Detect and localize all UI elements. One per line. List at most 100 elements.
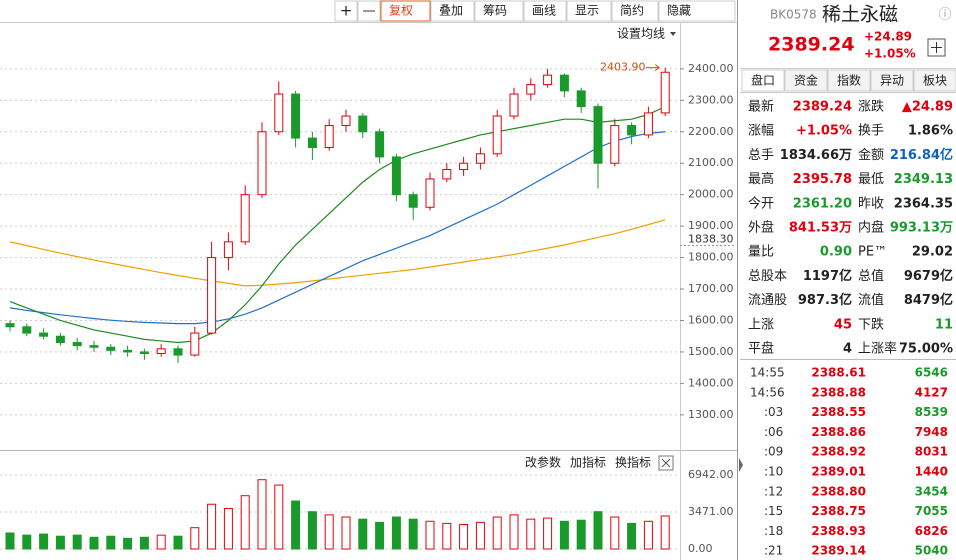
tick-volume: 1440 xyxy=(915,465,948,479)
zoom-in-icon: + xyxy=(340,2,353,20)
volume-bar xyxy=(576,519,586,550)
row-value: 216.84亿 xyxy=(890,147,953,163)
candle-body xyxy=(39,332,49,337)
y-tick-label: 3471.00 xyxy=(688,505,734,518)
y-tick-label: 2400.00 xyxy=(688,62,734,75)
toolbar-button[interactable] xyxy=(611,0,659,22)
candle-body xyxy=(358,115,368,133)
volume-bar xyxy=(509,514,519,550)
volume-bar xyxy=(257,479,267,550)
row-value: 29.02 xyxy=(912,245,953,260)
tick-time: 14:55 xyxy=(750,366,785,380)
ma-line xyxy=(9,219,666,287)
high-arrow xyxy=(646,64,661,72)
volume-bar xyxy=(39,533,49,550)
candle-body xyxy=(240,194,250,243)
toolbar-button[interactable] xyxy=(523,0,567,22)
toolbar-button[interactable] xyxy=(380,0,431,22)
volume-bar xyxy=(341,516,351,550)
dropdown-icon xyxy=(670,32,676,36)
row-key: 上涨 xyxy=(748,317,774,332)
ma-settings[interactable]: 设置均线 xyxy=(617,27,665,41)
y-tick-label: 2000.00 xyxy=(688,188,734,201)
candle-body xyxy=(459,162,469,171)
row-key: 换手 xyxy=(858,124,884,139)
tick-time: :09 xyxy=(764,445,783,459)
panel-tab[interactable] xyxy=(741,69,785,92)
info-icon[interactable]: ⓘ xyxy=(938,8,951,23)
tick-volume: 3454 xyxy=(915,484,948,498)
candle-body xyxy=(291,93,301,139)
indicator-button[interactable]: 改参数 xyxy=(525,455,561,470)
toolbar-label: 叠加 xyxy=(439,4,463,18)
candle-body xyxy=(307,137,317,148)
tick-volume: 7948 xyxy=(915,425,948,439)
toolbar-label: 复权 xyxy=(389,4,413,18)
tick-price: 2389.01 xyxy=(811,465,866,479)
panel-toggle[interactable] xyxy=(739,458,743,472)
row-value: 841.53万 xyxy=(789,221,852,236)
row-value: 75.00% xyxy=(899,342,953,357)
volume-bar xyxy=(425,520,435,550)
candle-body xyxy=(123,349,133,353)
row-value: 0.90 xyxy=(820,245,852,260)
candle-body xyxy=(425,178,435,208)
candle-body xyxy=(475,153,485,164)
volume-bar xyxy=(643,520,653,550)
row-value: 9679亿 xyxy=(904,268,953,284)
panel-tab[interactable] xyxy=(870,69,914,92)
volume-bar xyxy=(123,537,133,550)
candle-body xyxy=(643,112,653,136)
candle-body xyxy=(593,106,603,164)
row-value: 2389.24 xyxy=(793,100,852,115)
y-tick-label: 1400.00 xyxy=(688,376,734,389)
candle-body xyxy=(5,323,15,328)
row-value: 1197亿 xyxy=(803,268,852,284)
tick-volume: 8539 xyxy=(915,405,948,419)
panel-tab[interactable] xyxy=(913,69,956,92)
toolbar-label: 筹码 xyxy=(483,4,507,18)
tick-price: 2388.86 xyxy=(811,425,866,439)
tick-price: 2388.93 xyxy=(811,524,866,538)
volume-bar xyxy=(106,535,116,550)
row-key: 涨跌 xyxy=(858,99,884,115)
y-tick-label: 2200.00 xyxy=(688,125,734,138)
volume-bar xyxy=(526,518,536,550)
volume-bar xyxy=(156,534,166,550)
toolbar-button[interactable] xyxy=(474,0,524,22)
toolbar-button[interactable] xyxy=(658,0,736,22)
high-label: 2403.90 xyxy=(600,61,646,74)
zoom-in-button[interactable] xyxy=(334,0,358,22)
candle-body xyxy=(207,257,217,334)
y-tick-label: 1500.00 xyxy=(688,345,734,358)
indicator-button[interactable]: 换指标 xyxy=(615,455,651,470)
tick-time: :18 xyxy=(764,524,783,538)
crosshair-label: 1838.30 xyxy=(688,233,734,246)
volume-bar xyxy=(391,516,401,550)
row-key: 外盘 xyxy=(748,220,774,236)
toolbar-button[interactable] xyxy=(430,0,475,22)
candle-body xyxy=(324,124,334,148)
panel-code: BK0578 xyxy=(770,8,817,22)
candle-body xyxy=(55,335,65,344)
row-value: 2349.13 xyxy=(894,172,953,187)
candle-body xyxy=(106,346,116,351)
toolbar-button[interactable] xyxy=(566,0,612,22)
panel-tab-label: 资金 xyxy=(794,73,818,88)
indicator-button[interactable]: 加指标 xyxy=(570,455,606,470)
row-value: 1.86% xyxy=(908,124,953,139)
row-key: PE™ xyxy=(858,245,887,260)
panel-tab-label: 指数 xyxy=(837,73,861,88)
volume-bar xyxy=(475,521,485,550)
candle-body xyxy=(274,93,284,133)
row-key: 最新 xyxy=(748,99,774,115)
row-value: ▲24.89 xyxy=(902,100,953,115)
tick-volume: 6826 xyxy=(915,524,948,538)
tick-time: 14:56 xyxy=(750,385,785,399)
panel-tab[interactable] xyxy=(827,69,871,92)
row-value: 2395.78 xyxy=(793,172,852,187)
panel-tab[interactable] xyxy=(784,69,828,92)
y-tick-label: 2100.00 xyxy=(688,156,734,169)
candle-body xyxy=(223,241,233,259)
volume-bar xyxy=(459,523,469,550)
